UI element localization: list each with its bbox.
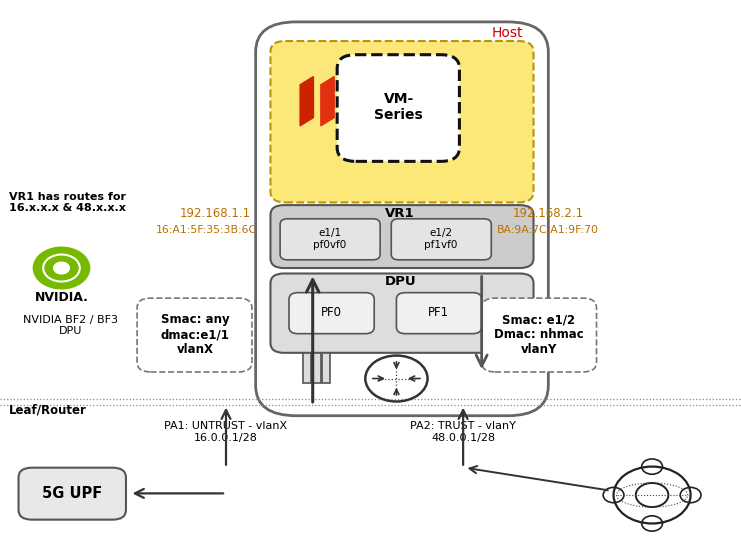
Bar [322,353,330,383]
Circle shape [33,247,90,289]
Text: PA1: UNTRUST - vlanX
16.0.0.1/28: PA1: UNTRUST - vlanX 16.0.0.1/28 [165,421,288,443]
Text: VR1 has routes for
16.x.x.x & 48.x.x.x: VR1 has routes for 16.x.x.x & 48.x.x.x [9,191,126,213]
Polygon shape [300,77,313,126]
Text: NVIDIA BF2 / BF3
DPU: NVIDIA BF2 / BF3 DPU [23,315,118,336]
Text: Host: Host [492,26,523,40]
FancyBboxPatch shape [337,55,459,161]
Polygon shape [321,77,334,126]
Text: PF1: PF1 [428,306,449,319]
FancyBboxPatch shape [280,219,380,260]
Text: BA:9A:7C:A1:9F:70: BA:9A:7C:A1:9F:70 [497,225,599,235]
FancyBboxPatch shape [19,468,126,520]
FancyBboxPatch shape [270,274,534,353]
FancyBboxPatch shape [256,22,548,416]
FancyBboxPatch shape [270,41,534,202]
Text: Leaf/Router: Leaf/Router [9,404,87,417]
Text: 5G UPF: 5G UPF [41,486,102,501]
Text: PF0: PF0 [321,306,342,319]
FancyBboxPatch shape [137,298,252,372]
Text: Smac: any
dmac:e1/1
vlanX: Smac: any dmac:e1/1 vlanX [161,313,229,356]
Text: PA2: TRUST - vlanY
48.0.0.1/28: PA2: TRUST - vlanY 48.0.0.1/28 [411,421,516,443]
Bar [313,353,321,383]
Text: DPU: DPU [385,275,416,288]
FancyBboxPatch shape [289,293,374,334]
Text: 16:A1:5F:35:3B:6C: 16:A1:5F:35:3B:6C [156,225,256,235]
Text: VM-
Series: VM- Series [374,91,423,122]
Text: e1/2
pf1vf0: e1/2 pf1vf0 [424,228,458,250]
Text: Smac: e1/2
Dmac: nhmac
vlanY: Smac: e1/2 Dmac: nhmac vlanY [494,313,584,356]
Text: 192.168.1.1: 192.168.1.1 [179,207,250,220]
FancyBboxPatch shape [270,205,534,268]
Text: 192.168.2.1: 192.168.2.1 [513,207,584,220]
FancyBboxPatch shape [391,219,491,260]
FancyBboxPatch shape [482,298,597,372]
Text: e1/1
pf0vf0: e1/1 pf0vf0 [313,228,346,250]
Text: NVIDIA.: NVIDIA. [35,290,88,304]
Text: VR1: VR1 [385,207,415,220]
Bar [303,353,311,383]
FancyBboxPatch shape [396,293,482,334]
Circle shape [53,262,70,274]
